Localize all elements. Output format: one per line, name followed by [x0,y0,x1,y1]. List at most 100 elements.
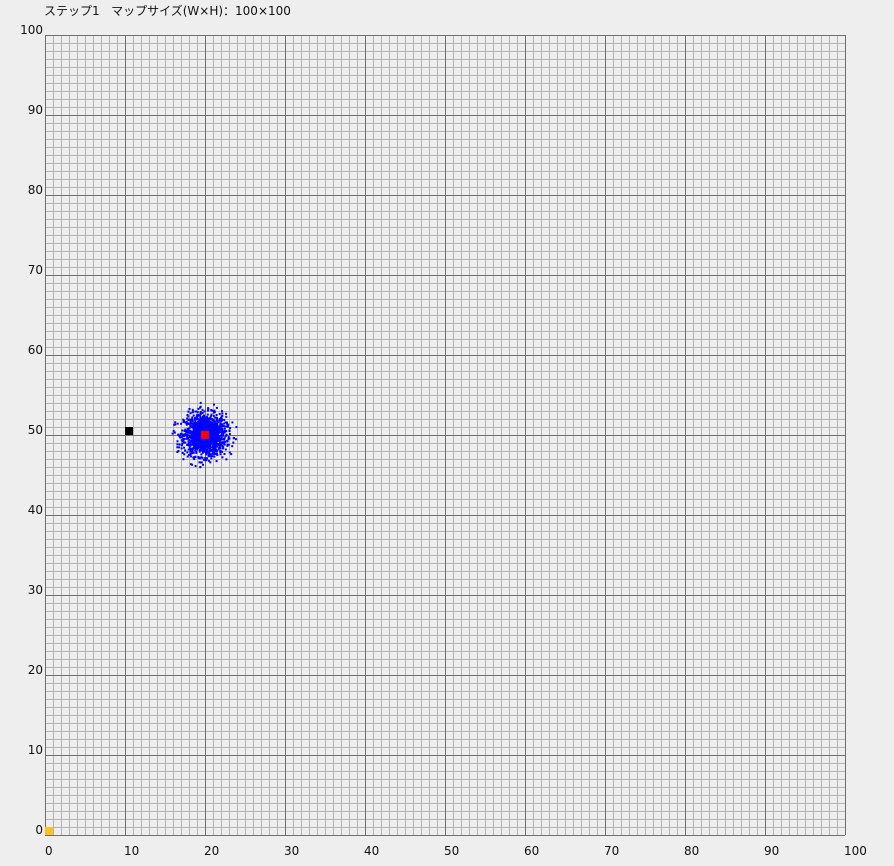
particle-point [213,443,216,446]
particle-point [185,437,188,440]
particle-point [189,430,192,433]
y-tick-label: 30 [28,583,43,597]
particle-point [186,444,189,446]
particle-point [221,432,223,435]
particle-point [192,441,195,444]
particle-point [218,439,221,442]
x-tick-label: 30 [284,844,299,858]
particle-point [211,452,214,455]
particle-point [220,431,223,433]
particle-point [213,434,216,437]
particle-point [224,440,227,443]
particle-point [206,448,209,451]
particle-point [196,436,199,439]
particle-point [221,423,224,426]
particle-point [194,438,197,441]
particle-point [183,453,186,456]
particle-point [201,417,204,420]
particle-point [213,455,216,458]
particle-point [210,425,213,427]
particle-point [218,427,221,430]
particle-point [210,409,213,412]
particle-point [223,425,226,428]
particle-point [208,423,211,426]
particle-point [181,440,184,443]
particle-point [218,430,221,433]
x-tick-label: 50 [444,844,459,858]
particle-point [220,444,222,446]
particle-point [209,418,212,421]
particle-point [206,419,209,422]
particle-point [192,410,195,413]
particle-point [188,446,191,449]
particle-point [185,423,188,426]
particle-point [199,425,202,428]
particle-point [225,412,228,415]
particle-point [219,453,222,456]
particle-point [212,418,215,421]
particle-point [200,444,203,447]
particle-point [201,416,204,419]
particle-point [223,453,226,455]
particle-point [180,444,183,447]
y-tick-label: 40 [28,503,43,517]
particle-point [213,420,216,423]
particle-point [191,426,193,429]
particle-point [210,442,213,445]
particle-point [201,412,204,414]
particle-point [222,438,225,441]
particle-point [213,409,216,412]
particle-point [207,407,210,410]
particle-point [215,460,218,463]
particle-point [201,451,204,454]
particle-point [191,439,194,442]
particle-point [209,453,212,456]
particle-point [200,456,203,459]
particle-point [235,426,238,429]
particle-point [193,435,196,438]
particle-point [203,441,206,444]
particle-point [205,438,208,441]
particle-point [210,438,213,441]
particle-point [210,413,213,416]
particle-point [211,419,214,422]
particle-point [218,437,221,440]
particle-point [192,444,195,447]
particle-point [216,439,219,441]
particle-point [215,429,218,432]
particle-point [228,433,231,435]
particle-point [212,439,214,441]
particle-point [202,445,205,447]
particle-point [215,416,218,419]
particle-point [193,422,196,425]
particle-point [226,421,228,424]
estimate-marker [201,431,209,439]
particle-point [208,445,211,448]
particle-point [187,444,190,447]
particle-point [196,429,199,432]
particle-point [199,449,201,452]
particle-point [221,429,224,432]
particle-point [214,428,217,431]
particle-point [198,450,201,453]
particle-point [210,437,213,440]
particle-point [204,419,206,422]
particle-point [204,442,207,445]
particle-point [218,419,221,422]
particle-point [191,418,193,421]
particle-point [196,443,199,446]
particle-point [205,458,208,461]
particle-point [220,437,223,440]
particle-point [207,454,210,457]
particle-point [198,420,201,423]
particle-point [213,426,216,429]
particle-point [218,412,221,415]
particle-point [176,446,179,449]
particle-point [200,438,203,441]
particle-point [227,425,229,428]
particle-point [214,436,217,439]
particle-point [190,452,193,455]
particle-point [225,433,228,436]
particle-point [174,421,177,424]
